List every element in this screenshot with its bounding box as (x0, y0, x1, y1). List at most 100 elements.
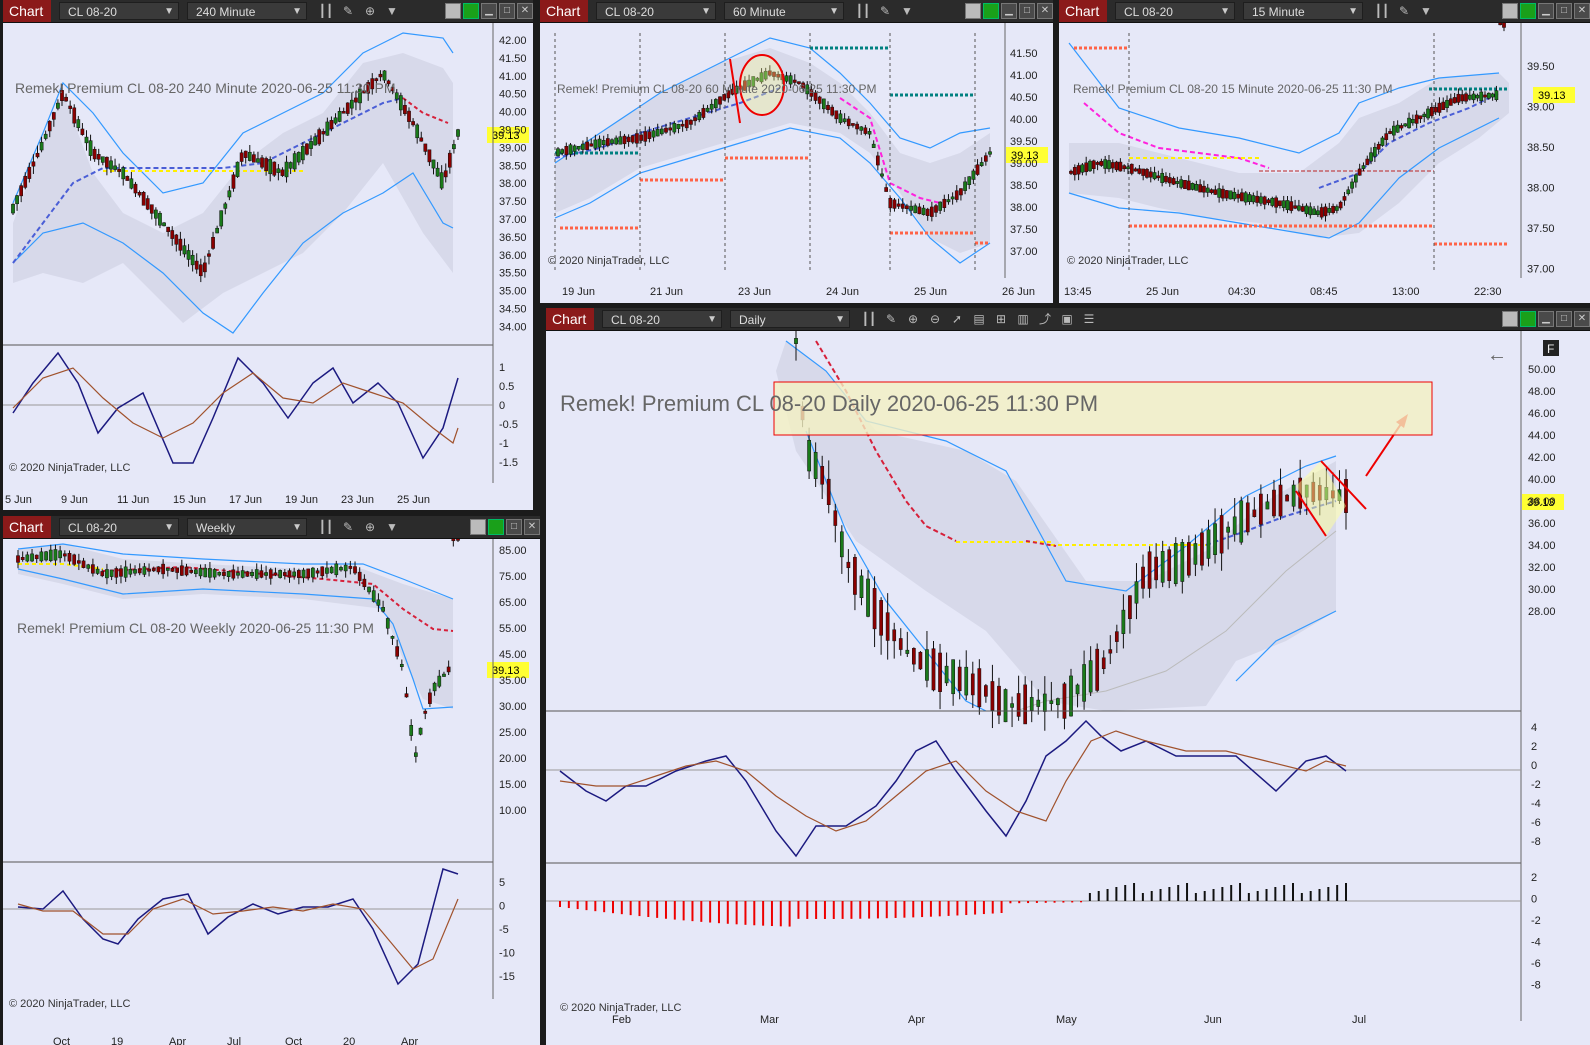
candle-body (975, 164, 980, 175)
chart-menu-label[interactable]: Chart (3, 0, 51, 22)
strategies-icon[interactable]: ⤴ (1038, 312, 1051, 326)
close-icon[interactable]: ✕ (517, 3, 533, 19)
zoom-in-icon[interactable]: ⊕ (907, 312, 919, 326)
link-icon[interactable] (488, 519, 504, 535)
zoom-icon[interactable]: ⊕ (364, 4, 376, 18)
candle-body (867, 131, 872, 135)
candle-body (934, 205, 938, 213)
properties-icon[interactable]: ⊞ (995, 312, 1007, 326)
pencil-icon[interactable]: ✎ (342, 4, 354, 18)
chart-svg[interactable]: Remek! Premium CL 08-20 Daily 2020-06-25… (546, 331, 1590, 1045)
bar-type-icon[interactable]: ┃┃ (855, 4, 871, 18)
link-icon[interactable] (983, 3, 999, 19)
chart-menu-label[interactable]: Chart (540, 0, 588, 22)
corner-badge[interactable] (1543, 340, 1559, 356)
minimize-icon[interactable]: ▁ (1538, 3, 1554, 19)
maximize-icon[interactable]: □ (506, 519, 522, 535)
chart-area[interactable]: Remek! Premium CL 08-20 Weekly 2020-06-2… (3, 539, 540, 1045)
timeframe-dropdown[interactable]: 240 Minute ▼ (187, 2, 307, 20)
instrument-dropdown[interactable]: CL 08-20 ▼ (59, 518, 179, 536)
candle-body (1224, 190, 1229, 199)
axis-tick-label: 0 (1531, 894, 1537, 906)
chart-menu-label[interactable]: Chart (546, 308, 594, 330)
bar-type-icon[interactable]: ┃┃ (1374, 4, 1390, 18)
timeframe-dropdown[interactable]: Weekly ▼ (187, 518, 307, 536)
pointer-icon[interactable]: ➚ (951, 312, 963, 326)
dropdown-icon[interactable]: ▼ (1420, 4, 1432, 18)
candle-body (81, 560, 86, 568)
candle-body (718, 96, 722, 105)
templates-icon[interactable]: ▣ (1061, 312, 1073, 326)
chart-area[interactable]: Remek! Premium CL 08-20 60 Minute 2020-0… (540, 23, 1053, 303)
candle-body (1274, 197, 1278, 208)
bar-type-icon[interactable]: ┃┃ (318, 4, 334, 18)
candle-body (1471, 93, 1476, 101)
candle-body (245, 571, 250, 577)
candle-body (329, 566, 334, 574)
chart-menu-label[interactable]: Chart (3, 516, 51, 538)
chart-title: Remek! Premium CL 08-20 60 Minute 2020-0… (557, 82, 877, 96)
pencil-icon[interactable]: ✎ (879, 4, 891, 18)
bar-type-icon[interactable]: ┃┃ (861, 312, 877, 326)
candle-body (722, 94, 727, 101)
oscillator-axis: 4 2 0 -2 -4 -6 -8 (1531, 722, 1541, 848)
pencil-icon[interactable]: ✎ (342, 520, 354, 534)
maximize-icon[interactable]: □ (1556, 3, 1572, 19)
close-icon[interactable]: ✕ (524, 519, 540, 535)
chart-svg[interactable]: Remek! Premium CL 08-20 60 Minute 2020-0… (540, 23, 1053, 303)
candle-body (35, 152, 40, 158)
zoom-out-icon[interactable]: ⊖ (929, 312, 941, 326)
chart-area[interactable]: Remek! Premium CL 08-20 Daily 2020-06-25… (546, 331, 1590, 1045)
panel-color-icon[interactable] (470, 519, 486, 535)
link-icon[interactable] (1520, 3, 1536, 19)
link-icon[interactable] (1520, 311, 1536, 327)
minimize-icon[interactable]: ▁ (481, 3, 497, 19)
bar-type-icon[interactable]: ┃┃ (318, 520, 334, 534)
axis-tick-label: 0.5 (499, 381, 514, 393)
dropdown-icon[interactable]: ▼ (901, 4, 913, 18)
dropdown-icon[interactable]: ▼ (386, 520, 398, 534)
panel-color-icon[interactable] (1502, 311, 1518, 327)
data-box-icon[interactable]: ▤ (973, 312, 985, 326)
axis-tick-label: 13:45 (1064, 286, 1092, 298)
pencil-icon[interactable]: ✎ (885, 312, 897, 326)
instrument-dropdown[interactable]: CL 08-20 ▼ (59, 2, 179, 20)
list-icon[interactable]: ☰ (1083, 312, 1095, 326)
timeframe-dropdown[interactable]: 15 Minute ▼ (1243, 2, 1363, 20)
maximize-icon[interactable]: □ (499, 3, 515, 19)
link-icon[interactable] (463, 3, 479, 19)
minimize-icon[interactable]: ▁ (1538, 311, 1554, 327)
back-arrow-icon[interactable]: ← (1487, 344, 1507, 366)
chart-svg[interactable]: Remek! Premium CL 08-20 Weekly 2020-06-2… (3, 539, 540, 1045)
candle-body (1452, 97, 1457, 104)
candle-body (967, 176, 972, 185)
candle-body (390, 636, 395, 639)
instrument-dropdown[interactable]: CL 08-20 ▼ (596, 2, 716, 20)
chart-svg[interactable]: Remek! Premium CL 08-20 15 Minute 2020-0… (1059, 23, 1590, 303)
timeframe-dropdown[interactable]: 60 Minute ▼ (724, 2, 844, 20)
instrument-dropdown[interactable]: CL 08-20 ▼ (602, 310, 722, 328)
pencil-icon[interactable]: ✎ (1398, 4, 1410, 18)
chart-menu-label[interactable]: Chart (1059, 0, 1107, 22)
close-icon[interactable]: ✕ (1037, 3, 1053, 19)
panel-color-icon[interactable] (1502, 3, 1518, 19)
panel-color-icon[interactable] (965, 3, 981, 19)
instrument-dropdown[interactable]: CL 08-20 ▼ (1115, 2, 1235, 20)
candle-body (105, 156, 109, 168)
dropdown-icon[interactable]: ▼ (386, 4, 398, 18)
axis-tick-label: 04:30 (1228, 286, 1256, 298)
chart-area[interactable]: Remek! Premium CL 08-20 240 Minute 2020-… (3, 23, 533, 510)
chart-area[interactable]: Remek! Premium CL 08-20 15 Minute 2020-0… (1059, 23, 1590, 303)
close-icon[interactable]: ✕ (1574, 3, 1590, 19)
candle-body (419, 137, 424, 142)
maximize-icon[interactable]: □ (1556, 311, 1572, 327)
maximize-icon[interactable]: □ (1019, 3, 1035, 19)
candle-body (20, 557, 25, 560)
panel-color-icon[interactable] (445, 3, 461, 19)
minimize-icon[interactable]: ▁ (1001, 3, 1017, 19)
close-icon[interactable]: ✕ (1574, 311, 1590, 327)
timeframe-dropdown[interactable]: Daily ▼ (730, 310, 850, 328)
zoom-icon[interactable]: ⊕ (364, 520, 376, 534)
chart-svg[interactable]: Remek! Premium CL 08-20 240 Minute 2020-… (3, 23, 533, 510)
indicators-icon[interactable]: ▥ (1017, 312, 1029, 326)
